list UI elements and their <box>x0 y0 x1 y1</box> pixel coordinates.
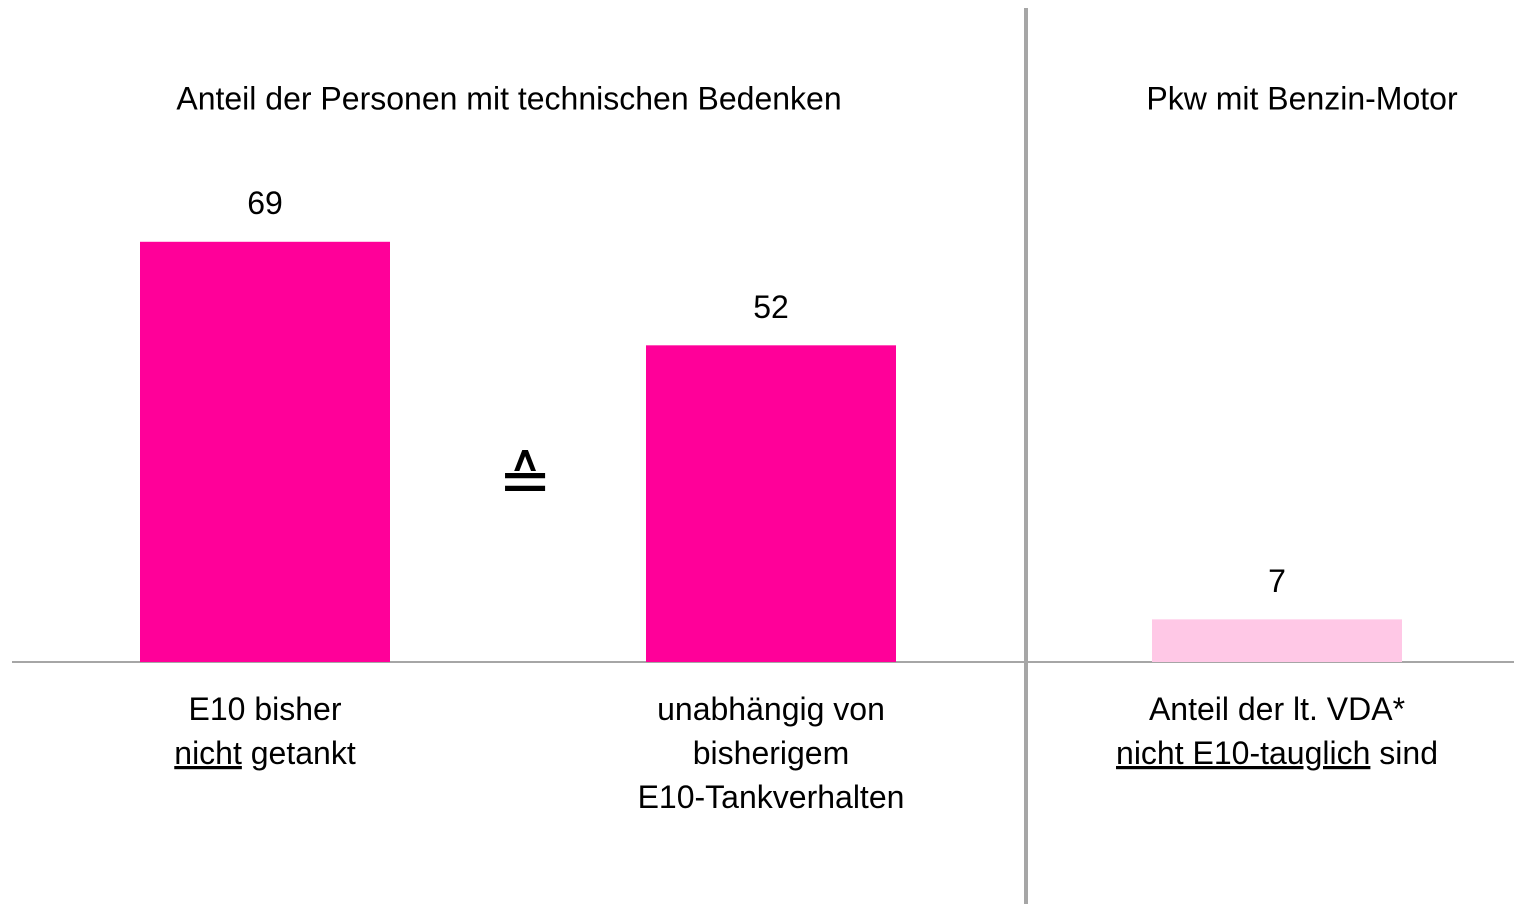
chart-title: Anteil der Personen mit technischen Bede… <box>176 80 841 116</box>
category-label: E10 bisher <box>189 691 342 727</box>
category-label: unabhängig von <box>657 691 885 727</box>
category-label: nicht E10-tauglich sind <box>1116 735 1438 771</box>
category-label: Anteil der lt. VDA* <box>1149 691 1405 727</box>
value-label: 7 <box>1268 563 1286 599</box>
category-label-part: getankt <box>251 735 356 771</box>
category-label-part: Anteil der lt. VDA* <box>1149 691 1405 727</box>
bar <box>646 345 896 662</box>
category-label: bisherigem <box>693 735 850 771</box>
category-label-part: bisherigem <box>693 735 850 771</box>
chart-title: Pkw mit Benzin-Motor <box>1146 80 1458 116</box>
bar <box>140 241 390 663</box>
category-label-part: unabhängig von <box>657 691 885 727</box>
category-label-part: sind <box>1379 735 1438 771</box>
category-label-part: E10 bisher <box>189 691 342 727</box>
category-label: E10-Tankverhalten <box>638 779 905 815</box>
category-label-part: E10-Tankverhalten <box>638 779 905 815</box>
annotation: ≙ <box>498 444 552 516</box>
bar <box>1152 619 1402 662</box>
value-label: 69 <box>247 185 283 221</box>
category-label-part: nicht E10-tauglich <box>1116 735 1370 771</box>
category-label-part: nicht <box>174 735 242 771</box>
category-label: nicht getankt <box>174 735 356 771</box>
value-label: 52 <box>753 289 789 325</box>
